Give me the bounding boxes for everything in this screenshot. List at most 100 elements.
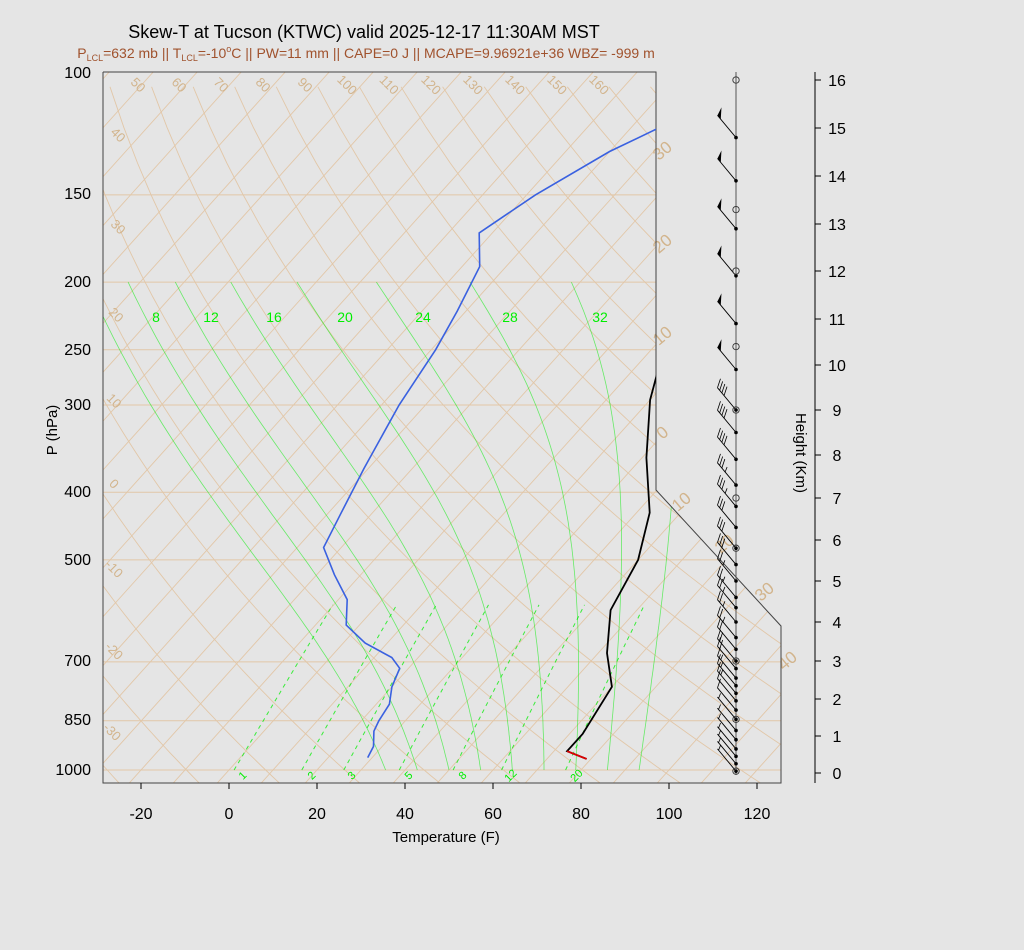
wind-barb-pennant (717, 107, 722, 120)
x-tick-label: 40 (396, 806, 414, 823)
dry-adiabat-line (103, 86, 523, 783)
wind-barb-flag (717, 661, 721, 672)
wind-barb-dot (734, 525, 738, 530)
wind-barb-half-flag (718, 693, 721, 699)
isotherm-label: -30 (100, 720, 124, 744)
wind-barb (717, 107, 738, 140)
wind-barb (717, 661, 738, 696)
wind-barb-staff (717, 525, 737, 549)
wind-barb (717, 378, 738, 412)
wind-barb-flag (719, 593, 724, 603)
height-tick-label: 10 (828, 358, 846, 375)
height-tick-label: 8 (833, 448, 842, 465)
wind-barb (717, 495, 738, 530)
isotherm-label: -20 (102, 639, 126, 663)
wind-barb-half-flag (724, 488, 728, 494)
wind-barb-dot (734, 579, 738, 583)
wind-barb-flag (717, 669, 721, 679)
pressure-tick-label: 700 (64, 653, 91, 670)
height-tick-label: 6 (833, 533, 842, 550)
wind-barb (717, 629, 738, 663)
x-tick-label: 100 (656, 806, 683, 823)
dry-adiabat-line (317, 86, 781, 783)
pressure-tick-label: 250 (64, 342, 91, 359)
moist-adiabat-line (127, 281, 418, 771)
wind-barb (717, 198, 738, 231)
wind-barb-dot (734, 769, 738, 773)
mixing-ratio-line (301, 604, 398, 771)
wind-barb-dot (734, 408, 738, 412)
isotherm-label: 0 (106, 476, 122, 492)
sounding-profiles (322, 72, 781, 760)
wind-barb (717, 427, 738, 462)
dry-adiabat-line (400, 86, 781, 783)
wind-barb-dot (734, 430, 738, 435)
moist-adiabat-line (469, 281, 579, 771)
mixing-ratio-label-top: 20 (337, 309, 353, 325)
pressure-tick-label: 400 (64, 484, 91, 501)
pressure-tick-label: 300 (64, 397, 91, 414)
wind-barb-flag (717, 590, 721, 600)
wind-barb-pennant (717, 293, 722, 306)
isotherm-line (699, 72, 781, 783)
wind-barb-flag (717, 401, 721, 411)
isotherm-line (103, 72, 696, 783)
theta-label: 40 (774, 647, 801, 674)
theta-label: 10 (668, 488, 695, 515)
wind-barb-staff (717, 748, 737, 772)
wind-barb-half-flag (718, 704, 721, 710)
isotherm-label: 150 (544, 72, 570, 98)
pressure-axis-ticks: 100 150 200 250 300 400 500 700 850 1000 (55, 65, 91, 779)
wind-barb-ring (732, 342, 740, 351)
dry-adiabat-line (275, 86, 781, 783)
x-tick-label: 20 (308, 806, 326, 823)
wind-barb-flag (721, 458, 726, 469)
dry-adiabat-line (103, 86, 202, 783)
moist-adiabat-line (638, 282, 677, 771)
wind-barb-flag (721, 383, 726, 394)
theta-label: 30 (649, 137, 676, 164)
isotherm-line (103, 72, 740, 783)
wind-barb-flag (717, 637, 721, 647)
wind-barb-flag (719, 403, 724, 413)
isotherm-line (832, 56, 1024, 784)
wind-barb (717, 516, 738, 550)
wind-barb (717, 617, 738, 652)
isotherm-line (103, 72, 212, 783)
wind-barb-half-flag (718, 745, 721, 751)
moist-adiabat-line (571, 281, 622, 771)
wind-barb-flag (723, 386, 728, 396)
wind-barb-dot (734, 135, 738, 140)
height-tick-label: 3 (833, 654, 842, 671)
wind-barb (717, 401, 738, 435)
wind-barb-dot (734, 647, 738, 652)
wind-barb-staff (717, 687, 737, 711)
mixing-ratio-line (452, 604, 540, 771)
x-axis-ticks: -20 0 20 40 60 80 100 120 (129, 783, 770, 823)
wind-barb-dot (734, 179, 738, 183)
dry-adiabat-line (103, 86, 282, 783)
chart-subtitle: PLCL=632 mb || TLCL=-10oC || PW=11 mm ||… (77, 44, 655, 63)
height-tick-label: 1 (833, 729, 842, 746)
wind-barb-staff (717, 462, 737, 486)
wind-barb-ring (732, 205, 740, 214)
moist-adiabat-line (230, 281, 482, 771)
theta-label: 20 (649, 230, 676, 257)
dry-adiabat-line (691, 86, 781, 783)
wind-barb (717, 745, 738, 773)
dry-adiabat-line (900, 87, 1024, 785)
chart-title: Skew-T at Tucson (KTWC) valid 2025-12-17… (128, 22, 600, 42)
dry-adiabat-line (359, 86, 781, 783)
wind-barb-staff (717, 558, 737, 582)
height-tick-label: 12 (828, 264, 846, 281)
wind-barb-staff (717, 726, 737, 750)
wind-barb-flag (717, 453, 721, 463)
wind-barb-flag (721, 480, 726, 490)
pressure-tick-label: 1000 (55, 762, 91, 779)
height-tick-label: 11 (829, 312, 846, 329)
wind-barb-half-flag (718, 722, 721, 729)
isotherm-label: 60 (169, 74, 190, 95)
wind-barb (717, 654, 738, 688)
wind-barb-pennant (717, 339, 722, 352)
